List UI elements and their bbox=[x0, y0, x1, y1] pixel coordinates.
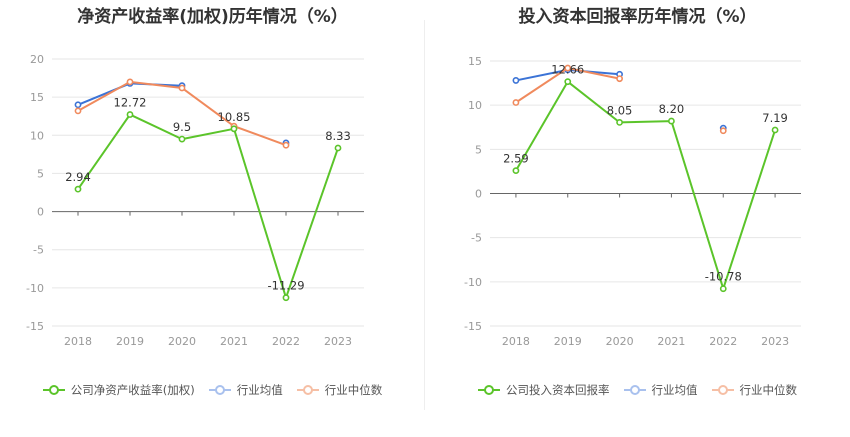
legend: 公司投入资本回报率 行业均值 行业中位数 bbox=[425, 382, 850, 398]
x-tick-label: 2021 bbox=[220, 335, 248, 348]
data-label: 12.72 bbox=[114, 96, 147, 110]
data-point-company bbox=[178, 135, 186, 143]
data-label: 9.5 bbox=[173, 120, 191, 134]
series-line-company bbox=[77, 113, 339, 299]
x-tick-label: 2019 bbox=[554, 335, 582, 348]
legend-item-company[interactable]: 公司投入资本回报率 bbox=[478, 382, 610, 398]
x-tick-label: 2022 bbox=[709, 335, 737, 348]
data-label: 8.33 bbox=[325, 129, 351, 143]
data-point-median bbox=[282, 141, 290, 149]
x-tick-label: 2020 bbox=[606, 335, 634, 348]
x-tick-label: 2021 bbox=[657, 335, 685, 348]
x-tick-label: 2023 bbox=[324, 335, 352, 348]
data-point-company bbox=[230, 125, 238, 133]
data-point-median bbox=[719, 127, 727, 135]
y-tick-label: -10 bbox=[26, 282, 44, 295]
legend-item-company[interactable]: 公司净资产收益率(加权) bbox=[42, 382, 195, 398]
data-point-company bbox=[616, 118, 623, 126]
x-tick-label: 2020 bbox=[168, 335, 196, 348]
x-tick-label: 2022 bbox=[272, 335, 300, 348]
chart-title: 净资产收益率(加权)历年情况（%） bbox=[77, 7, 348, 27]
data-point-company bbox=[564, 78, 572, 86]
data-point-median bbox=[512, 99, 520, 106]
x-tick-label: 2018 bbox=[502, 335, 530, 348]
data-label: 8.05 bbox=[607, 103, 633, 117]
data-label: 8.20 bbox=[659, 102, 685, 116]
series-line-icon bbox=[208, 384, 231, 396]
data-point-company bbox=[771, 126, 779, 134]
data-label: -10.78 bbox=[705, 270, 742, 284]
data-point-avg bbox=[512, 77, 520, 84]
data-label: 10.85 bbox=[218, 110, 251, 124]
roic-line-chart: 15 10 5 0 -5 -10 -15 2018 2019 2020 2021 2022 2023 2.… bbox=[464, 55, 801, 348]
legend-label: 公司净资产收益率(加权) bbox=[70, 383, 195, 397]
panel-divider bbox=[424, 20, 425, 410]
y-tick-label: 0 bbox=[37, 206, 44, 219]
y-tick-label: -5 bbox=[33, 244, 44, 257]
y-tick-label: 20 bbox=[30, 53, 44, 66]
series-line-icon bbox=[623, 384, 646, 396]
data-point-company bbox=[282, 294, 290, 302]
legend-label: 公司投入资本回报率 bbox=[506, 383, 610, 397]
y-tick-label: 10 bbox=[30, 129, 44, 142]
roic-chart-panel: 投入资本回报率历年情况（%） 15 10 5 0 -5 -10 -15 2018 2019 202… bbox=[425, 0, 850, 437]
data-point-median bbox=[616, 75, 623, 83]
data-point-company bbox=[512, 167, 520, 175]
legend: 公司净资产收益率(加权) 行业均值 行业中位数 bbox=[0, 382, 425, 398]
y-tick-label: -10 bbox=[464, 276, 482, 289]
x-tick-label: 2023 bbox=[761, 335, 789, 348]
y-tick-label: 15 bbox=[30, 91, 44, 104]
y-tick-label: -15 bbox=[26, 320, 44, 333]
legend-label: 行业中位数 bbox=[324, 383, 383, 397]
series-line-company bbox=[515, 80, 777, 290]
series-line-icon bbox=[711, 384, 734, 396]
roe-chart-panel: 净资产收益率(加权)历年情况（%） 20 15 10 5 0 -5 -10 -15 2018 20… bbox=[0, 7, 425, 398]
y-tick-label: 0 bbox=[475, 188, 482, 201]
y-tick-label: 5 bbox=[37, 167, 44, 180]
data-point-company bbox=[719, 285, 727, 293]
chart-title: 投入资本回报率历年情况（%） bbox=[518, 7, 757, 27]
data-point-median bbox=[74, 107, 82, 115]
data-label: -11.29 bbox=[267, 279, 304, 293]
data-point-avg bbox=[74, 101, 82, 109]
y-tick-label: -5 bbox=[471, 232, 482, 245]
legend-item-avg[interactable]: 行业均值 bbox=[623, 382, 698, 398]
roe-line-chart: 20 15 10 5 0 -5 -10 -15 2018 2019 2020 2021 2022 2023… bbox=[26, 53, 364, 348]
x-tick-label: 2019 bbox=[116, 335, 144, 348]
x-tick-label: 2018 bbox=[64, 335, 92, 348]
series-line-icon bbox=[296, 384, 319, 396]
legend-label: 行业均值 bbox=[651, 383, 698, 397]
series-line-icon bbox=[478, 384, 500, 396]
data-label: 7.19 bbox=[762, 111, 788, 125]
data-point-median bbox=[564, 64, 572, 72]
data-point-median bbox=[126, 78, 134, 86]
y-tick-label: -15 bbox=[464, 320, 482, 333]
y-tick-label: 15 bbox=[468, 55, 482, 68]
data-label: 2.94 bbox=[65, 170, 91, 184]
data-point-company bbox=[334, 144, 342, 152]
data-point-company bbox=[126, 111, 134, 118]
data-point-company bbox=[74, 185, 82, 193]
data-point-company bbox=[668, 117, 675, 125]
data-point-median bbox=[178, 84, 186, 92]
data-label: 12.66 bbox=[551, 63, 584, 77]
legend-item-avg[interactable]: 行业均值 bbox=[208, 382, 283, 398]
legend-item-median[interactable]: 行业中位数 bbox=[296, 382, 383, 398]
legend-item-median[interactable]: 行业中位数 bbox=[711, 382, 798, 398]
y-tick-label: 5 bbox=[475, 143, 482, 156]
y-tick-label: 10 bbox=[468, 99, 482, 112]
legend-label: 行业中位数 bbox=[739, 383, 798, 397]
data-label: 2.59 bbox=[503, 152, 529, 166]
legend-label: 行业均值 bbox=[236, 383, 283, 397]
series-line-icon bbox=[42, 384, 65, 396]
